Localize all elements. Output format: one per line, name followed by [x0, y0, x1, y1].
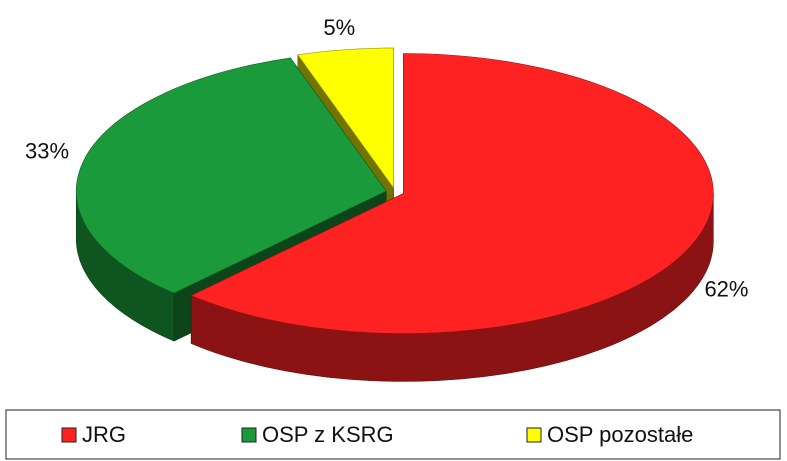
legend-label: OSP pozostałe [547, 422, 693, 447]
data-label: 62% [704, 276, 748, 301]
legend-label: JRG [82, 422, 126, 447]
data-label: 33% [25, 139, 69, 164]
slice [190, 53, 714, 334]
slice [297, 47, 394, 189]
legend-box [5, 409, 781, 460]
data-label: 5% [323, 15, 355, 40]
slice [75, 57, 387, 294]
legend-swatch [61, 427, 77, 443]
legend-label: OSP z KSRG [262, 422, 394, 447]
legend-swatch [241, 427, 257, 443]
legend-swatch [526, 427, 542, 443]
